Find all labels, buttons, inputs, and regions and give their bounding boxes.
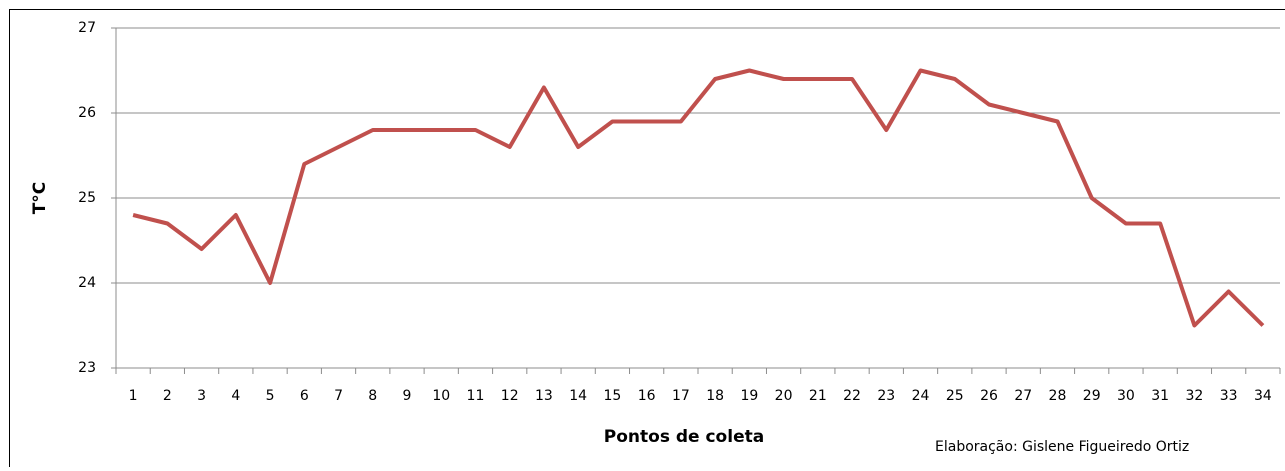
x-tick-label: 12: [501, 388, 519, 404]
credit: Elaboração: Gislene Figueiredo Ortiz: [935, 439, 1189, 455]
x-tick-label: 24: [912, 388, 930, 404]
x-tick-label: 3: [197, 388, 206, 404]
x-tick-label: 18: [706, 388, 724, 404]
x-tick-label: 29: [1083, 388, 1101, 404]
x-tick-label: 25: [946, 388, 964, 404]
x-tick-label: 10: [432, 388, 450, 404]
y-tick-label: 25: [78, 190, 96, 206]
x-tick-label: 34: [1254, 388, 1272, 404]
x-tick-label: 23: [877, 388, 895, 404]
y-tick-label: 23: [78, 360, 96, 376]
x-tick-label: 5: [266, 388, 275, 404]
x-tick-label: 15: [603, 388, 621, 404]
x-tick-label: 16: [638, 388, 656, 404]
x-tick-label: 9: [403, 388, 412, 404]
x-tick-label: 27: [1014, 388, 1032, 404]
x-tick-label: 31: [1151, 388, 1169, 404]
x-tick-label: 17: [672, 388, 690, 404]
x-axis-label: Pontos de coleta: [604, 427, 764, 447]
x-tick-label: 22: [843, 388, 861, 404]
x-tick-label: 7: [334, 388, 343, 404]
x-tick-label: 21: [809, 388, 827, 404]
x-tick-label: 19: [740, 388, 758, 404]
x-tick-label: 20: [775, 388, 793, 404]
x-tick-label: 28: [1049, 388, 1067, 404]
x-tick-label: 32: [1185, 388, 1203, 404]
x-tick-label: 8: [368, 388, 377, 404]
y-tick-label: 26: [78, 105, 96, 121]
x-tick-label: 6: [300, 388, 309, 404]
x-tick-label: 1: [129, 388, 138, 404]
y-tick-label: 27: [78, 20, 96, 36]
x-tick-label: 4: [231, 388, 240, 404]
x-tick-label: 14: [569, 388, 587, 404]
x-tick-label: 11: [467, 388, 485, 404]
y-tick-label: 24: [78, 275, 96, 291]
x-tick-label: 13: [535, 388, 553, 404]
x-tick-label: 33: [1220, 388, 1238, 404]
x-tick-label: 2: [163, 388, 172, 404]
x-tick-label: 26: [980, 388, 998, 404]
x-tick-label: 30: [1117, 388, 1135, 404]
y-axis-label: T°C: [30, 182, 50, 215]
